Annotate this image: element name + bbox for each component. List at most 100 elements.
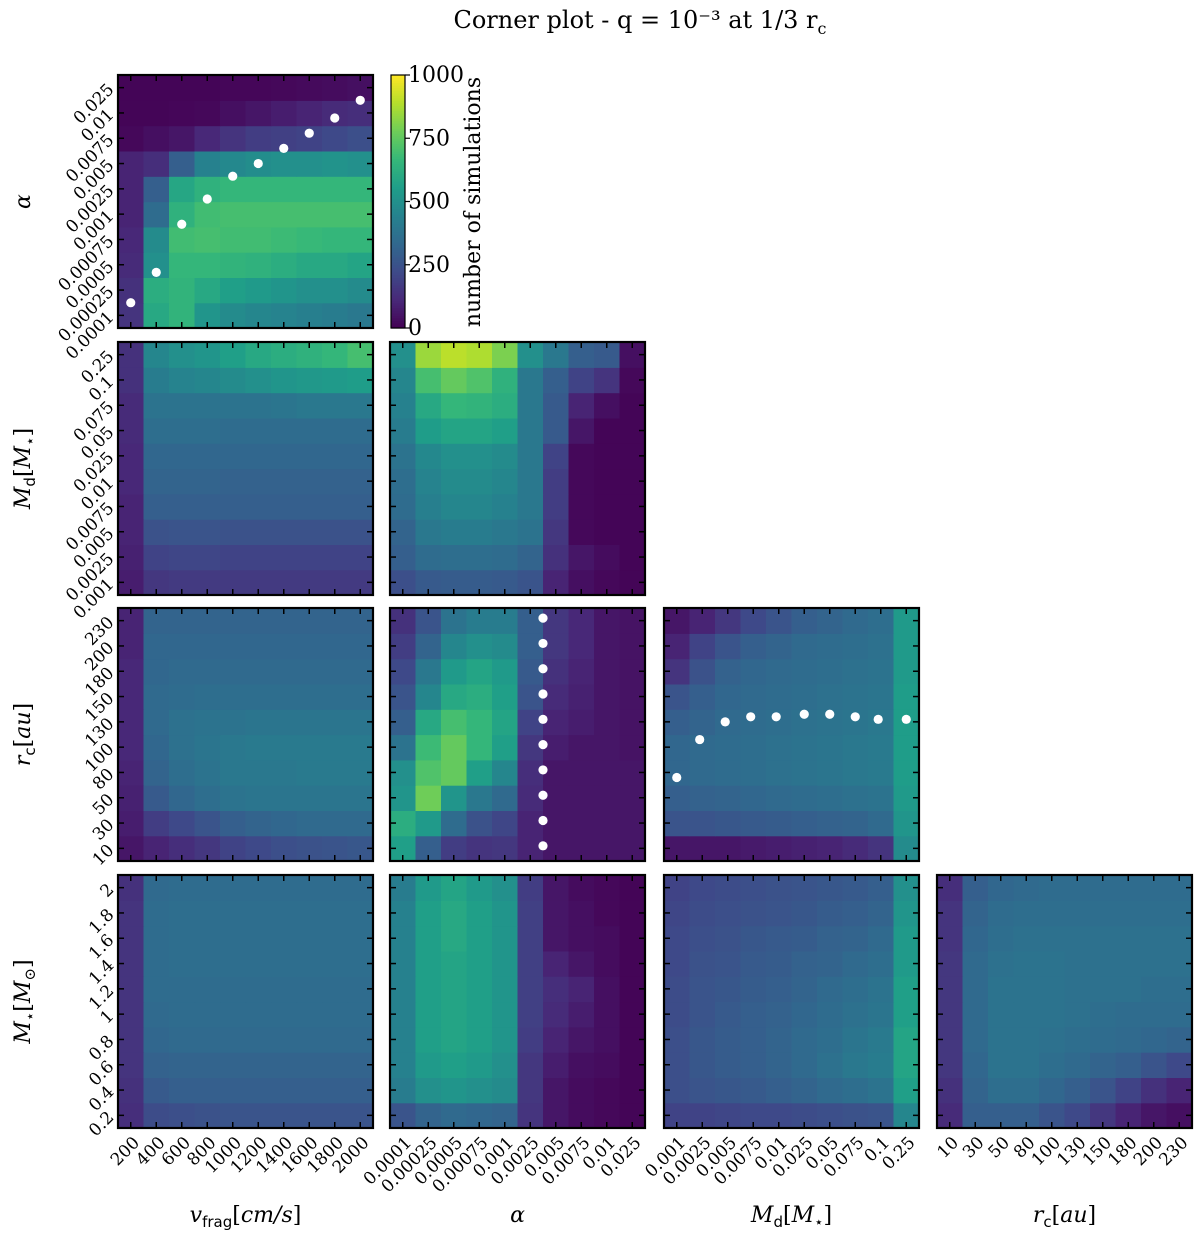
heatmap-cell bbox=[791, 734, 818, 761]
heatmap-cell bbox=[441, 468, 468, 495]
heatmap-cell bbox=[441, 1001, 468, 1028]
mean-marker bbox=[202, 194, 212, 204]
heatmap-cell bbox=[868, 1001, 895, 1028]
heatmap-cell bbox=[194, 367, 221, 394]
heatmap-cell bbox=[169, 150, 196, 177]
heatmap-cell bbox=[415, 925, 442, 952]
heatmap-cell bbox=[517, 734, 544, 761]
heatmap-cell bbox=[415, 1052, 442, 1078]
heatmap-cell bbox=[245, 658, 272, 685]
heatmap-cell bbox=[740, 900, 767, 927]
heatmap-cell bbox=[1141, 900, 1168, 927]
heatmap-cell bbox=[143, 950, 170, 977]
mean-marker bbox=[330, 113, 340, 123]
heatmap-cell bbox=[194, 125, 221, 152]
heatmap-cell bbox=[220, 976, 247, 1003]
heatmap-cell bbox=[594, 392, 621, 419]
heatmap-cell bbox=[1115, 1001, 1142, 1028]
colorbar-segment bbox=[391, 115, 405, 119]
heatmap-cell bbox=[220, 683, 247, 710]
heatmap-cell bbox=[194, 785, 221, 811]
heatmap-cell bbox=[962, 900, 989, 927]
heatmap-cell bbox=[791, 1077, 818, 1104]
heatmap-cell bbox=[740, 633, 767, 660]
heatmap-cell bbox=[817, 810, 844, 837]
heatmap-cell bbox=[466, 367, 493, 394]
colorbar-segment bbox=[391, 277, 405, 281]
heatmap-cell bbox=[441, 810, 468, 837]
heatmap-cell bbox=[441, 785, 468, 811]
heatmap-cell bbox=[143, 1001, 170, 1028]
heatmap-cell bbox=[868, 658, 895, 685]
heatmap-cell bbox=[143, 925, 170, 952]
heatmap-cell bbox=[194, 1077, 221, 1104]
heatmap-cell bbox=[766, 658, 793, 685]
heatmap-cell bbox=[1090, 1052, 1117, 1078]
heatmap-cell bbox=[245, 125, 272, 152]
heatmap-cell bbox=[441, 1077, 468, 1104]
heatmap-cell bbox=[1064, 925, 1091, 952]
colorbar-segment bbox=[391, 110, 405, 114]
heatmap-cell bbox=[842, 976, 869, 1003]
heatmap-cell bbox=[466, 1026, 493, 1053]
heatmap-cell bbox=[322, 785, 349, 811]
heatmap-cell bbox=[415, 544, 442, 571]
heatmap-cell bbox=[296, 468, 323, 495]
colorbar-segment bbox=[391, 269, 405, 273]
heatmap-cell bbox=[766, 1026, 793, 1053]
heatmap-cell bbox=[296, 976, 323, 1003]
heatmap-cell bbox=[1013, 976, 1040, 1003]
heatmap-cell bbox=[543, 759, 570, 786]
heatmap-cell bbox=[169, 392, 196, 419]
heatmap-cell bbox=[492, 1026, 519, 1053]
mean-marker bbox=[538, 765, 548, 775]
heatmap-cell bbox=[817, 1001, 844, 1028]
heatmap-cell bbox=[143, 785, 170, 811]
colorbar-segment bbox=[391, 173, 405, 177]
heatmap-cell bbox=[322, 519, 349, 545]
heatmap-cell bbox=[1064, 900, 1091, 927]
heatmap-cell bbox=[715, 1001, 742, 1028]
colorbar-segment bbox=[391, 272, 405, 276]
heatmap-cell bbox=[817, 785, 844, 811]
colorbar-segment bbox=[391, 75, 405, 79]
heatmap-cell bbox=[466, 1077, 493, 1104]
mean-marker bbox=[695, 734, 705, 745]
heatmap-cell bbox=[543, 633, 570, 660]
heatmap-cell bbox=[220, 252, 247, 278]
heatmap-cell bbox=[245, 201, 272, 228]
heatmap-cell bbox=[220, 658, 247, 685]
heatmap-cell bbox=[169, 709, 196, 736]
heatmap-cell bbox=[245, 785, 272, 811]
axis-labels-layer: vfrag[cm/s] α Md[M⋆] rc[au] α Md[M⋆] rc[au] M⋆[… bbox=[11, 194, 1096, 1231]
heatmap-cell bbox=[143, 150, 170, 177]
colorbar-segment bbox=[391, 239, 405, 243]
heatmap-cell bbox=[1115, 1052, 1142, 1078]
colorbar-segment bbox=[391, 95, 405, 99]
panel-frame bbox=[388, 340, 647, 597]
mean-marker bbox=[901, 714, 911, 724]
heatmap-cell bbox=[1141, 950, 1168, 977]
colorbar-segment bbox=[391, 90, 405, 94]
heatmap-cell bbox=[868, 683, 895, 710]
heatmap-cell bbox=[568, 976, 595, 1003]
heatmap-cell bbox=[322, 658, 349, 685]
panel-Mstar-vs-vfrag: 0.20.40.60.811.21.41.61.8220040060080010… bbox=[85, 873, 375, 1178]
heatmap-cell bbox=[143, 493, 170, 520]
heatmap-cell bbox=[322, 1026, 349, 1053]
heatmap-cell bbox=[143, 392, 170, 419]
heatmap-cell bbox=[245, 925, 272, 952]
heatmap-cell bbox=[842, 633, 869, 660]
heatmap-cell bbox=[543, 785, 570, 811]
heatmap-cell bbox=[868, 925, 895, 952]
heatmap-cell bbox=[245, 226, 272, 253]
heatmap-cell bbox=[466, 976, 493, 1003]
heatmap-cell bbox=[220, 201, 247, 228]
colorbar-segment bbox=[391, 214, 405, 218]
heatmap-cell bbox=[415, 658, 442, 685]
heatmap-cell bbox=[988, 900, 1015, 927]
heatmap-cell bbox=[517, 1052, 544, 1078]
heatmap-cell bbox=[169, 976, 196, 1003]
heatmap-cell bbox=[441, 1026, 468, 1053]
